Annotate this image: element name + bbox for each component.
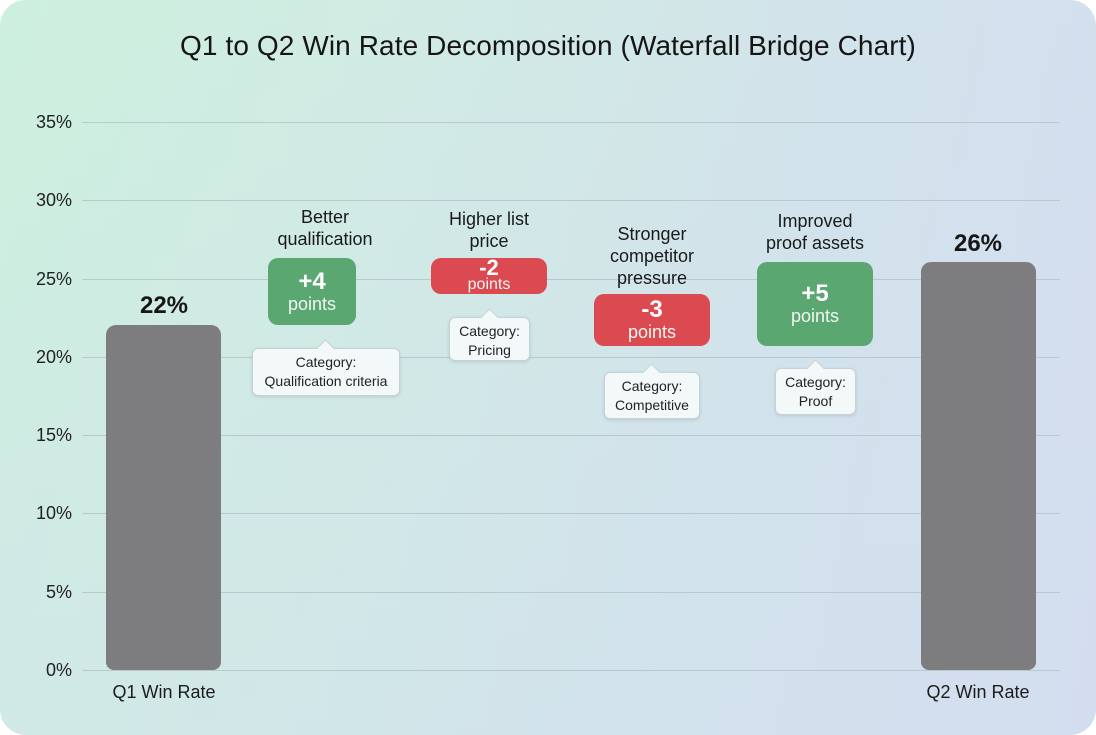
category-callout-qualification: Category: Qualification criteria	[252, 348, 400, 396]
gridline-5	[82, 592, 1060, 593]
step-label-proof: Improved proof assets	[765, 211, 865, 253]
q2-value-label: 26%	[953, 230, 1003, 257]
y-tick-15: 15%	[35, 425, 72, 445]
y-tick-25: 25%	[35, 269, 72, 289]
y-tick-35: 35%	[35, 112, 72, 132]
y-tick-30: 30%	[35, 190, 72, 210]
delta-bar-qualification: +4 points	[268, 258, 356, 325]
y-tick-5: 5%	[45, 582, 72, 602]
delta-value: +5	[801, 280, 829, 307]
y-tick-10: 10%	[35, 503, 72, 523]
delta-value: -2	[479, 255, 499, 280]
category-callout-competitive: Category: Competitive	[604, 372, 700, 419]
y-tick-0: 0%	[45, 660, 72, 680]
delta-value: +4	[298, 267, 326, 295]
delta-unit: points	[627, 322, 677, 342]
gridline-10	[82, 513, 1060, 514]
delta-bar-competitive: -3 points	[594, 294, 710, 346]
q1-x-label: Q1 Win Rate	[112, 682, 216, 702]
delta-value: -3	[641, 296, 663, 323]
gridline-20	[82, 357, 1060, 358]
gridline-25	[82, 279, 1060, 280]
chart-title: Q1 to Q2 Win Rate Decomposition (Waterfa…	[180, 30, 916, 61]
step-label-competitive: Stronger competitor pressure	[609, 224, 695, 288]
step-label-pricing: Higher list price	[448, 209, 530, 251]
gridline-0	[82, 670, 1060, 671]
gridline-15	[82, 435, 1060, 436]
delta-bar-proof: +5 points	[757, 262, 873, 346]
q1-value-label: 22%	[139, 292, 189, 319]
q1-total-bar	[106, 325, 221, 670]
delta-bar-pricing: -2 points	[431, 255, 547, 294]
q2-x-label: Q2 Win Rate	[926, 682, 1030, 702]
delta-unit: points	[287, 293, 337, 314]
category-callout-proof: Category: Proof	[775, 368, 856, 415]
gridline-35	[82, 122, 1060, 123]
gridline-30	[82, 200, 1060, 201]
y-tick-20: 20%	[35, 347, 72, 367]
q2-total-bar	[921, 262, 1036, 670]
delta-unit: points	[790, 306, 840, 326]
category-callout-pricing: Category: Pricing	[449, 317, 530, 361]
step-label-qualification: Better qualification	[277, 207, 373, 249]
delta-unit: points	[467, 276, 511, 293]
